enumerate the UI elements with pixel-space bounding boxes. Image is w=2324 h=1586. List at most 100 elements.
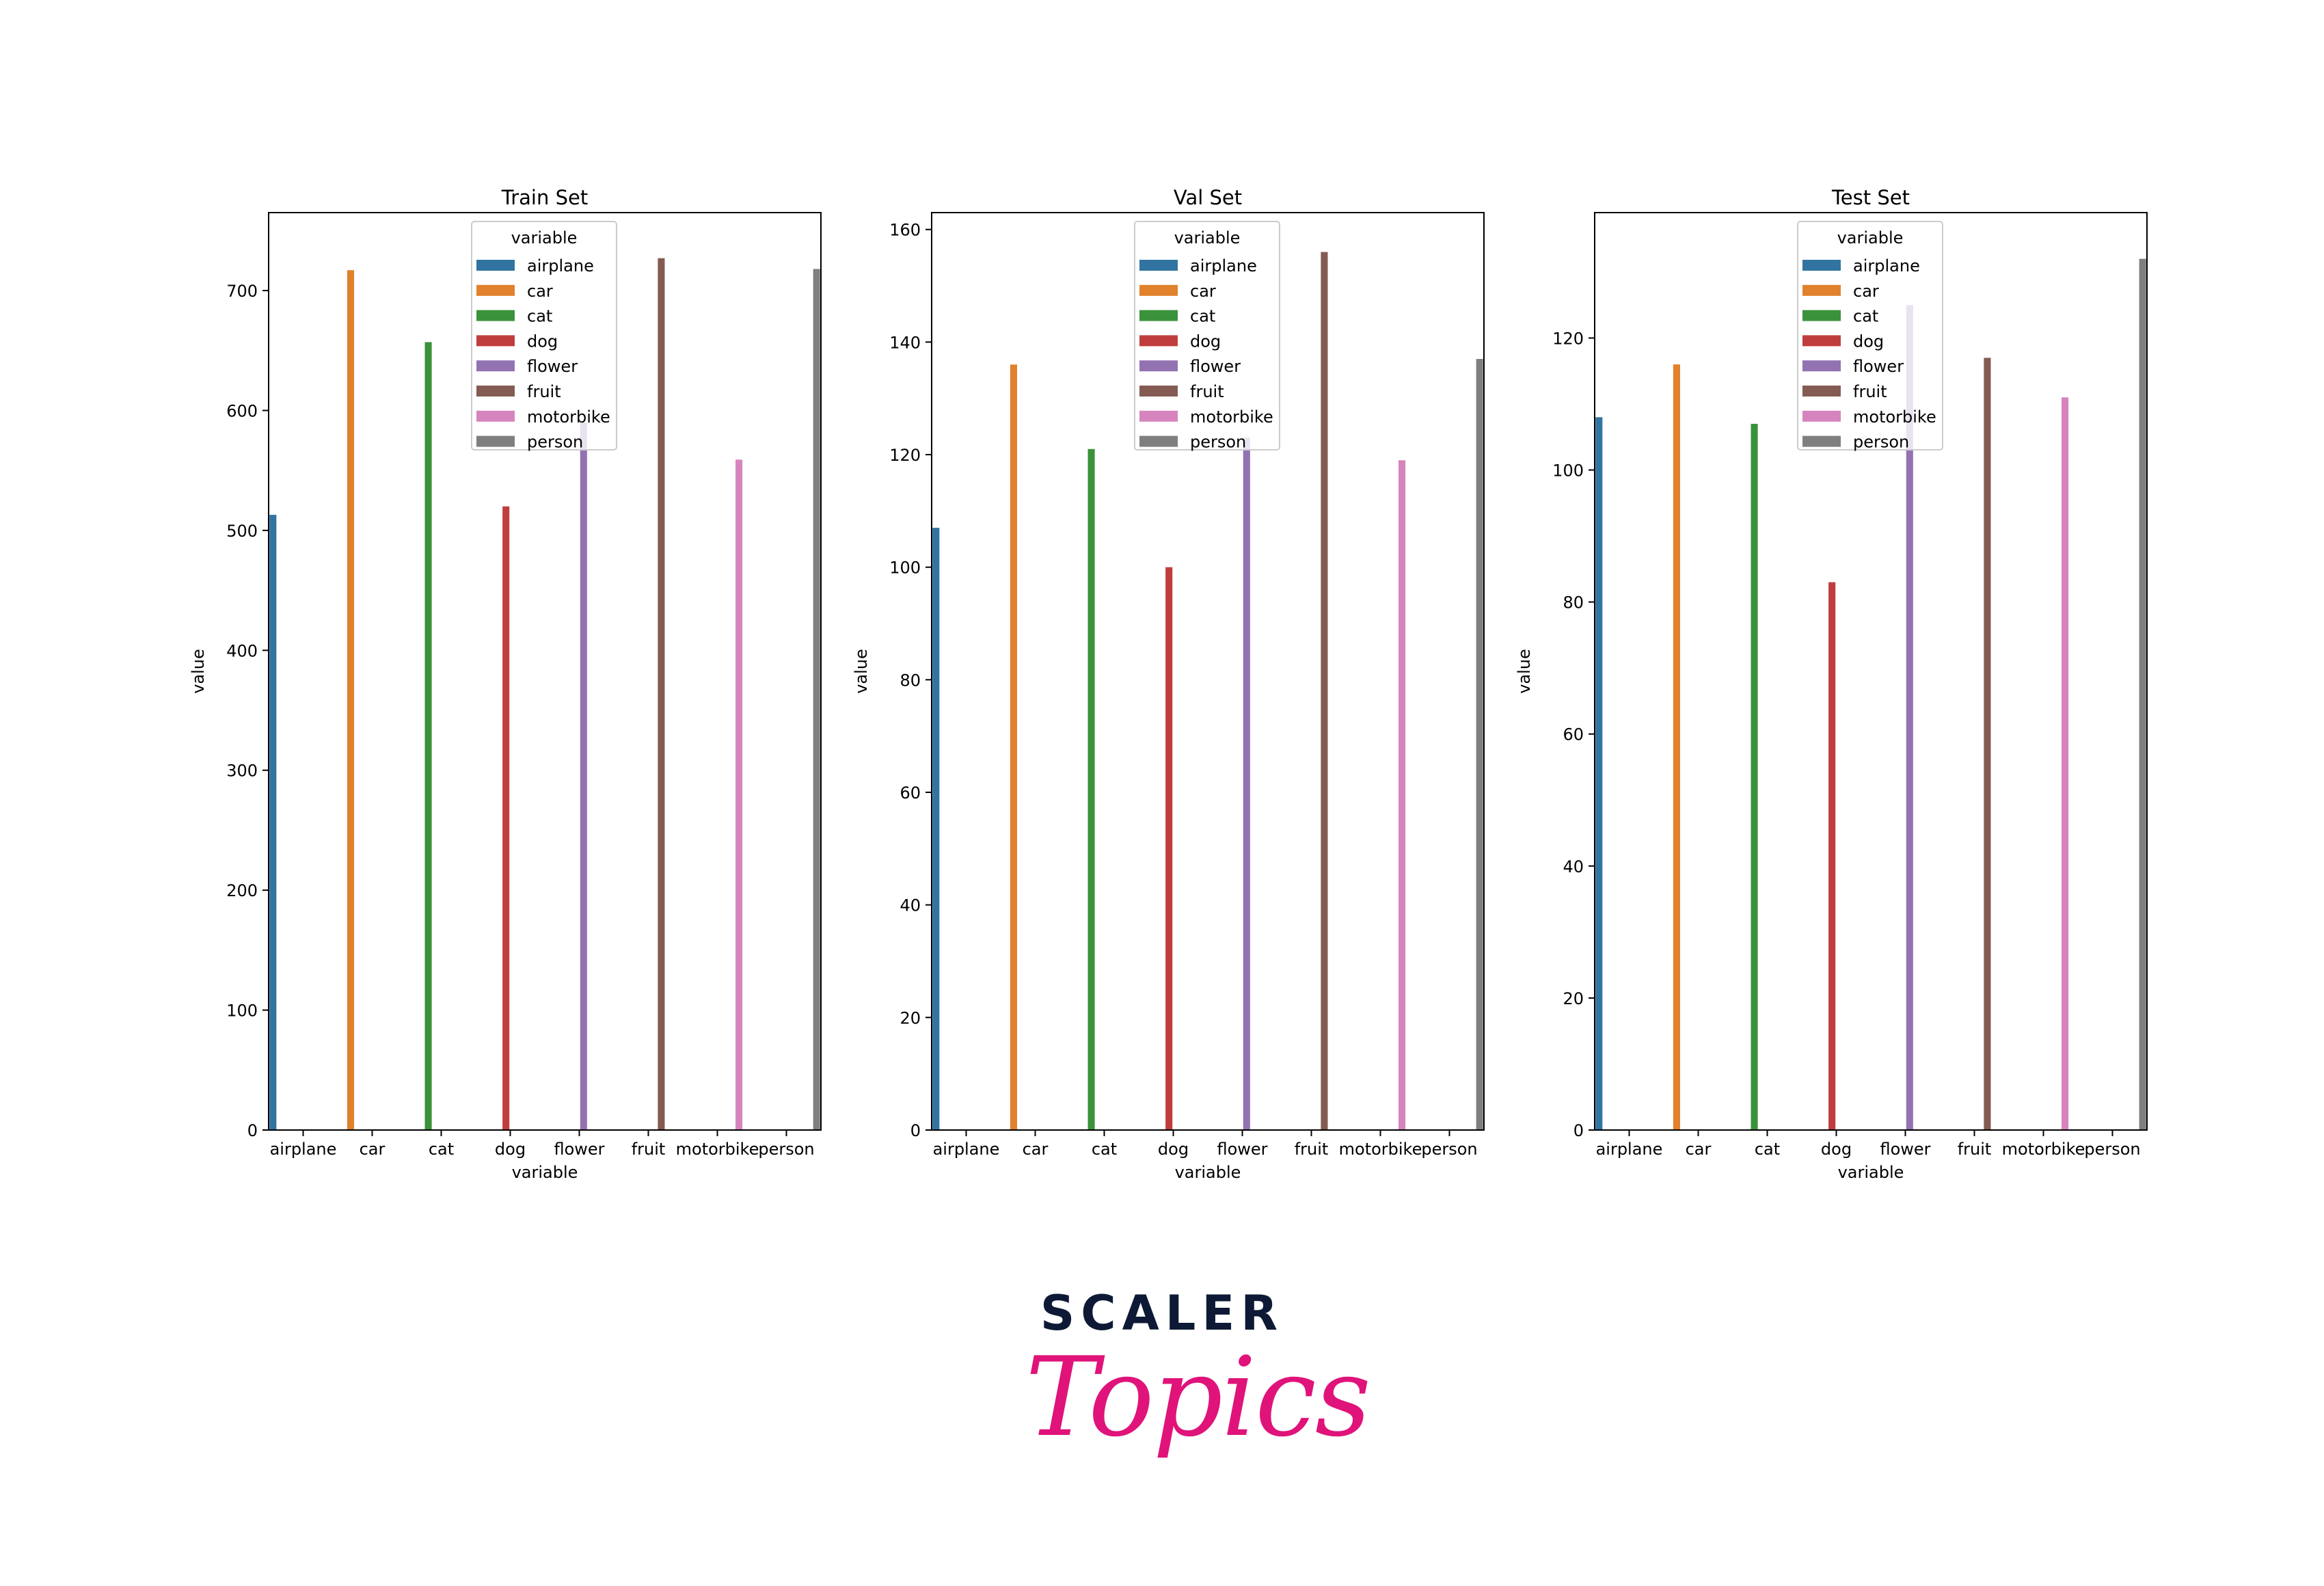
legend-swatch-dog bbox=[476, 335, 515, 347]
y-tick-label: 60 bbox=[1563, 725, 1584, 744]
legend-label-person: person bbox=[527, 433, 583, 452]
legend: variable airplane car cat dog flower fruit moto… bbox=[1797, 221, 1943, 452]
x-tick-label: cat bbox=[1092, 1140, 1117, 1159]
y-tick-label: 200 bbox=[226, 881, 258, 900]
legend-title: variable bbox=[1174, 228, 1241, 247]
x-tick-label: dog bbox=[1821, 1140, 1852, 1159]
legend-swatch-person bbox=[476, 435, 515, 447]
legend-title: variable bbox=[1837, 228, 1904, 247]
y-tick-label: 400 bbox=[226, 641, 258, 660]
chart-title: Train Set bbox=[501, 186, 588, 209]
bar-dog bbox=[502, 506, 510, 1130]
bar-fruit bbox=[658, 258, 665, 1131]
legend-swatch-airplane bbox=[476, 260, 515, 271]
legend-label-car: car bbox=[1190, 282, 1216, 301]
legend-label-person: person bbox=[1853, 433, 1909, 452]
legend-swatch-motorbike bbox=[476, 410, 515, 422]
legend-label-car: car bbox=[1853, 282, 1879, 301]
legend-swatch-person bbox=[1802, 435, 1841, 447]
y-tick-label: 100 bbox=[1552, 461, 1584, 481]
x-tick-label: person bbox=[758, 1140, 814, 1159]
legend-swatch-cat bbox=[1802, 310, 1841, 321]
legend-label-airplane: airplane bbox=[527, 256, 594, 275]
y-axis-label: value bbox=[189, 649, 208, 694]
x-tick-label: dog bbox=[1158, 1140, 1189, 1159]
y-tick-label: 60 bbox=[900, 783, 921, 803]
x-tick-label: person bbox=[1421, 1140, 1477, 1159]
legend-swatch-car bbox=[476, 284, 515, 296]
bar-person bbox=[2139, 258, 2146, 1130]
bar-fruit bbox=[1984, 358, 1991, 1131]
legend-swatch-car bbox=[1802, 284, 1841, 296]
legend: variable airplane car cat dog flower fruit moto… bbox=[1134, 221, 1280, 452]
bar-dog bbox=[1828, 582, 1836, 1130]
legend-swatch-airplane bbox=[1802, 260, 1841, 271]
x-tick-label: dog bbox=[495, 1140, 526, 1159]
legend-label-fruit: fruit bbox=[527, 382, 561, 401]
brand-wordmark-top: SCALER bbox=[1040, 1285, 1284, 1341]
x-tick-label: motorbike bbox=[2002, 1140, 2085, 1159]
legend-label-fruit: fruit bbox=[1190, 382, 1224, 401]
chart-panel-1: 0 100 200 300 400 500 600 700 airplane car cat dog f… bbox=[189, 186, 822, 1182]
y-tick-label: 40 bbox=[900, 896, 921, 915]
y-tick-label: 20 bbox=[900, 1008, 921, 1027]
x-tick-label: person bbox=[2084, 1140, 2140, 1159]
legend-swatch-dog bbox=[1139, 335, 1178, 347]
axes-frame bbox=[268, 212, 822, 1131]
x-tick-label: flower bbox=[1880, 1140, 1930, 1159]
bar-airplane bbox=[1595, 417, 1603, 1131]
legend-swatch-dog bbox=[1802, 335, 1841, 347]
brand-wordmark-bottom: Topics bbox=[1025, 1333, 1371, 1461]
legend-swatch-flower bbox=[1802, 360, 1841, 372]
bar-airplane bbox=[932, 528, 940, 1130]
chart-panel-3: 0 20 40 60 80 100 120 airplane car cat dog flower fr… bbox=[1515, 186, 2148, 1182]
y-tick-label: 80 bbox=[900, 671, 921, 690]
legend-label-car: car bbox=[527, 282, 553, 301]
x-tick-label: flower bbox=[554, 1140, 604, 1159]
bar-cat bbox=[424, 342, 432, 1130]
legend-label-person: person bbox=[1190, 433, 1246, 452]
legend-label-motorbike: motorbike bbox=[527, 407, 610, 427]
legend-swatch-airplane bbox=[1139, 260, 1178, 271]
bar-car bbox=[1673, 364, 1680, 1130]
bar-motorbike bbox=[1399, 460, 1406, 1130]
x-tick-label: motorbike bbox=[676, 1140, 759, 1159]
scaler-topics-logo: SCALER Topics bbox=[1025, 1285, 1371, 1490]
y-tick-label: 120 bbox=[1552, 329, 1584, 348]
legend-label-flower: flower bbox=[1853, 357, 1904, 376]
chart-title: Test Set bbox=[1831, 186, 1910, 209]
x-axis-label: variable bbox=[1838, 1163, 1904, 1182]
chart-panel-2: 0 20 40 60 80 100 120 140 160 airplane car cat dog fl… bbox=[852, 186, 1485, 1182]
x-axis-label: variable bbox=[512, 1163, 578, 1182]
bar-fruit bbox=[1321, 252, 1328, 1131]
x-tick-label: fruit bbox=[1958, 1140, 1992, 1159]
y-tick-label: 500 bbox=[226, 522, 258, 541]
legend-label-cat: cat bbox=[1190, 307, 1215, 326]
axes-frame bbox=[1594, 212, 2148, 1131]
bar-airplane bbox=[269, 515, 277, 1130]
x-tick-label: car bbox=[1686, 1140, 1712, 1159]
legend-label-dog: dog bbox=[1853, 332, 1884, 351]
legend-swatch-flower bbox=[476, 360, 515, 372]
x-axis-label: variable bbox=[1175, 1163, 1241, 1182]
x-tick-label: cat bbox=[429, 1140, 454, 1159]
x-tick-label: fruit bbox=[632, 1140, 666, 1159]
legend-label-fruit: fruit bbox=[1853, 382, 1887, 401]
legend-label-dog: dog bbox=[527, 332, 558, 351]
legend-swatch-person bbox=[1139, 435, 1178, 447]
x-tick-label: car bbox=[360, 1140, 386, 1159]
y-axis-label: value bbox=[852, 649, 871, 694]
bar-motorbike bbox=[735, 459, 743, 1130]
legend-swatch-fruit bbox=[1802, 386, 1841, 396]
y-tick-label: 600 bbox=[226, 401, 258, 420]
legend-label-motorbike: motorbike bbox=[1853, 407, 1936, 427]
legend-swatch-car bbox=[1139, 284, 1178, 296]
legend-label-dog: dog bbox=[1190, 332, 1221, 351]
y-tick-label: 80 bbox=[1563, 593, 1584, 613]
legend-label-flower: flower bbox=[527, 357, 578, 376]
legend-swatch-fruit bbox=[476, 386, 515, 396]
legend-label-airplane: airplane bbox=[1190, 256, 1257, 275]
legend-swatch-cat bbox=[476, 310, 515, 321]
y-tick-label: 40 bbox=[1563, 857, 1584, 876]
y-tick-label: 300 bbox=[226, 762, 258, 781]
